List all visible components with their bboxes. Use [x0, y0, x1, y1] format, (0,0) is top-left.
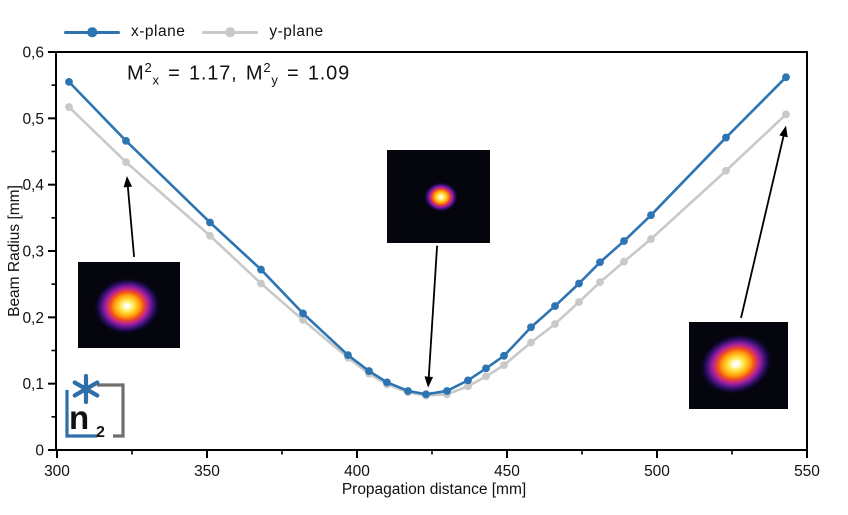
data-point-y-plane: [575, 298, 583, 306]
data-point-x-plane: [365, 367, 373, 375]
data-point-x-plane: [344, 351, 352, 360]
annotation-arrow-line: [427, 245, 438, 380]
data-point-x-plane: [299, 309, 307, 318]
data-point-y-plane: [122, 158, 130, 167]
y-tick-label: 0,2: [22, 310, 44, 327]
data-point-y-plane: [551, 320, 559, 328]
y-tick-label: 0,4: [22, 177, 44, 194]
logo-bracket-left: [65, 390, 97, 438]
data-point-x-plane: [65, 77, 73, 86]
x-tick-label: 400: [344, 463, 370, 480]
legend-item-x-plane: x-plane: [64, 23, 185, 41]
logo-subscript-2: 2: [96, 424, 105, 441]
data-point-y-plane: [596, 278, 604, 287]
annotation-arrow-head: [123, 176, 133, 188]
asterisk-icon: [72, 373, 100, 405]
m2-annotation: M2x = 1.17, M2y = 1.09: [127, 60, 350, 88]
logo-letter-n: n: [69, 399, 89, 436]
data-point-y-plane: [500, 361, 508, 369]
data-point-x-plane: [620, 237, 628, 245]
legend: x-plane y-plane: [64, 23, 324, 41]
data-point-y-plane: [299, 316, 307, 324]
beam-spot-right: [689, 322, 788, 409]
x-axis-title: Propagation distance [mm]: [341, 481, 527, 498]
legend-item-y-plane: y-plane: [202, 23, 323, 41]
data-point-y-plane: [782, 110, 790, 119]
annotation-arrow-head: [779, 125, 788, 138]
legend-marker-x-plane: [87, 27, 97, 37]
x-tick-label: 450: [494, 463, 520, 480]
y-tick-label: 0,1: [22, 376, 44, 393]
series-line-y-plane: [68, 106, 787, 397]
y-tick-label: 0,6: [22, 45, 44, 62]
n2-logo: n 2: [65, 373, 125, 441]
x-tick-label: 500: [644, 463, 670, 480]
data-point-x-plane: [527, 323, 535, 332]
beam-profile-inset-waist: [387, 150, 490, 243]
data-point-y-plane: [620, 257, 628, 266]
data-point-x-plane: [443, 387, 451, 395]
x-tick-label: 550: [794, 463, 820, 480]
legend-label-y-plane: y-plane: [269, 23, 324, 40]
legend-marker-y-plane: [225, 27, 236, 37]
annotation-arrow-line: [126, 183, 135, 258]
data-point-x-plane: [500, 351, 508, 360]
beam-profile-inset-left: [78, 262, 180, 348]
data-point-y-plane: [527, 338, 535, 347]
data-point-x-plane: [647, 211, 655, 220]
y-tick-label: 0,3: [22, 244, 44, 261]
y-tick-label: 0: [35, 443, 44, 460]
data-point-y-plane: [722, 166, 730, 175]
data-point-x-plane: [122, 136, 130, 145]
data-point-y-plane: [65, 103, 73, 111]
data-point-x-plane: [404, 387, 412, 395]
beam-profile-inset-right: [689, 322, 788, 409]
y-axis-title: Beam Radius [mm]: [6, 185, 23, 317]
data-point-x-plane: [782, 73, 790, 82]
data-point-x-plane: [422, 390, 430, 399]
data-point-x-plane: [596, 258, 604, 267]
logo-bracket-right: [97, 383, 125, 438]
data-point-x-plane: [257, 265, 265, 274]
series-line-x-plane: [68, 76, 787, 396]
data-point-x-plane: [383, 378, 391, 387]
data-point-x-plane: [206, 218, 214, 227]
x-tick-label: 300: [44, 463, 70, 480]
beam-spot-left: [78, 262, 180, 348]
legend-sample-y-plane: [202, 27, 259, 38]
y-tick-label: 0,5: [22, 111, 44, 128]
data-point-x-plane: [482, 364, 490, 373]
data-point-y-plane: [464, 382, 472, 391]
data-point-y-plane: [257, 279, 265, 288]
data-point-y-plane: [482, 372, 490, 381]
annotation-arrow-line: [740, 133, 786, 319]
data-point-x-plane: [722, 133, 730, 142]
data-point-x-plane: [464, 376, 472, 385]
legend-sample-x-plane: [64, 27, 120, 38]
beam-spot-waist: [387, 150, 490, 243]
data-point-y-plane: [206, 231, 214, 240]
legend-label-x-plane: x-plane: [131, 23, 186, 40]
data-point-x-plane: [575, 279, 583, 288]
annotation-arrow-head: [424, 376, 434, 388]
data-point-y-plane: [647, 235, 655, 243]
x-tick-label: 350: [194, 463, 220, 480]
data-point-x-plane: [551, 302, 559, 310]
